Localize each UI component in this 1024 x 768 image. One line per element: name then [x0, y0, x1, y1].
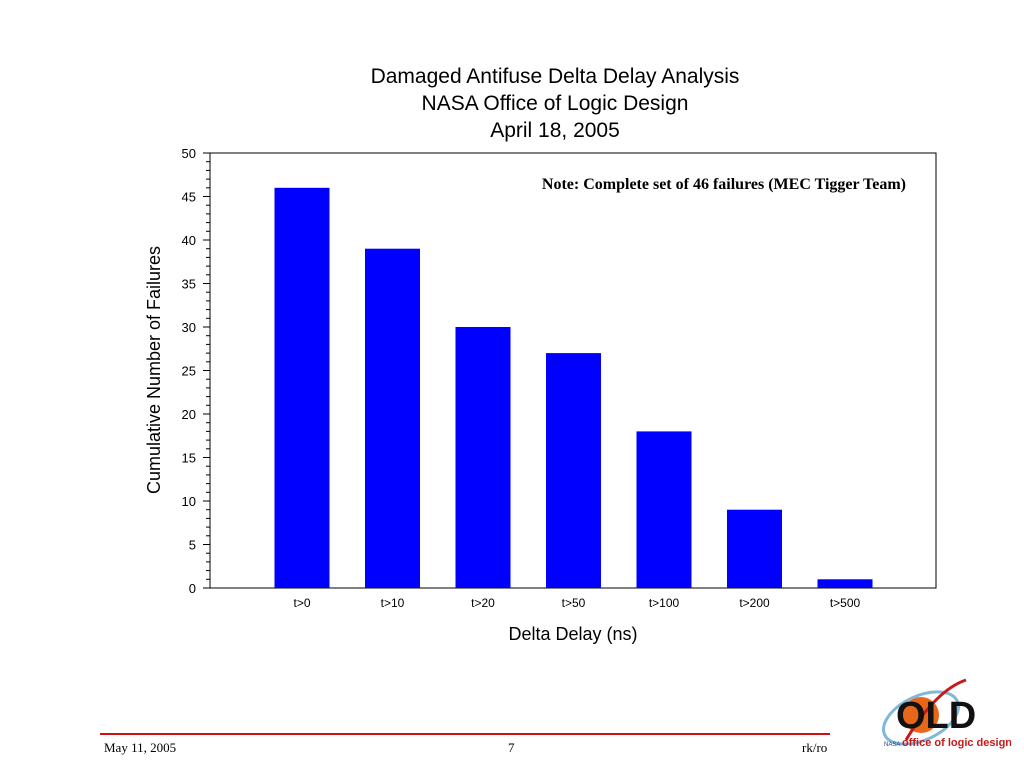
- y-tick-label: 45: [182, 190, 196, 205]
- logo-main-text: OLD: [896, 695, 976, 737]
- bar: [365, 248, 420, 588]
- y-axis: 0 5 10 15 20 25 30 35 40 45 50: [182, 146, 210, 596]
- y-tick-label: 5: [189, 538, 196, 553]
- x-tick-label: t>0: [293, 596, 310, 610]
- logo-small-text: NASA: [884, 742, 900, 748]
- bar: [455, 327, 511, 588]
- bar: [636, 431, 692, 588]
- x-tick-label: t>10: [381, 596, 405, 610]
- logo-swoosh: [904, 678, 967, 741]
- logo-sub-text: office of logic design: [902, 737, 1011, 749]
- x-tick-label: t>50: [562, 596, 586, 610]
- x-tick-label: t>500: [830, 596, 861, 610]
- y-tick-label: 35: [182, 277, 196, 292]
- bars-group: [274, 187, 873, 589]
- old-logo: OLD NASA office of logic design: [882, 678, 1011, 749]
- y-tick-label: 50: [182, 146, 196, 161]
- y-tick-label: 25: [182, 364, 196, 379]
- bar: [274, 187, 330, 589]
- logo-orbit: [882, 690, 960, 746]
- x-tick-label: t>200: [739, 596, 770, 610]
- chart-subtitle-2: April 18, 2005: [490, 119, 620, 142]
- x-tick-label: t>100: [649, 596, 680, 610]
- x-axis-label: Delta Delay (ns): [508, 624, 637, 644]
- y-axis-label: Cumulative Number of Failures: [144, 246, 164, 494]
- footer-date: May 11, 2005: [104, 740, 177, 755]
- bar: [546, 353, 601, 588]
- y-tick-label: 15: [182, 451, 196, 466]
- y-tick-label: 40: [182, 233, 196, 248]
- x-axis: t>0 t>10 t>20 t>50 t>100 t>200 t>500: [293, 596, 860, 610]
- y-tick-label: 0: [189, 581, 196, 596]
- chart-subtitle-1: NASA Office of Logic Design: [422, 92, 689, 115]
- footer-rule: [100, 733, 830, 735]
- y-tick-label: 30: [182, 320, 196, 335]
- footer-author: rk/ro: [802, 740, 828, 755]
- bar: [727, 509, 782, 588]
- y-tick-label: 20: [182, 407, 196, 422]
- x-tick-label: t>20: [471, 596, 495, 610]
- chart-title: Damaged Antifuse Delta Delay Analysis: [371, 65, 740, 88]
- bar: [817, 579, 873, 588]
- y-tick-label: 10: [182, 494, 196, 509]
- chart-annotation: Note: Complete set of 46 failures (MEC T…: [542, 176, 906, 193]
- footer-page-number: 7: [508, 740, 515, 755]
